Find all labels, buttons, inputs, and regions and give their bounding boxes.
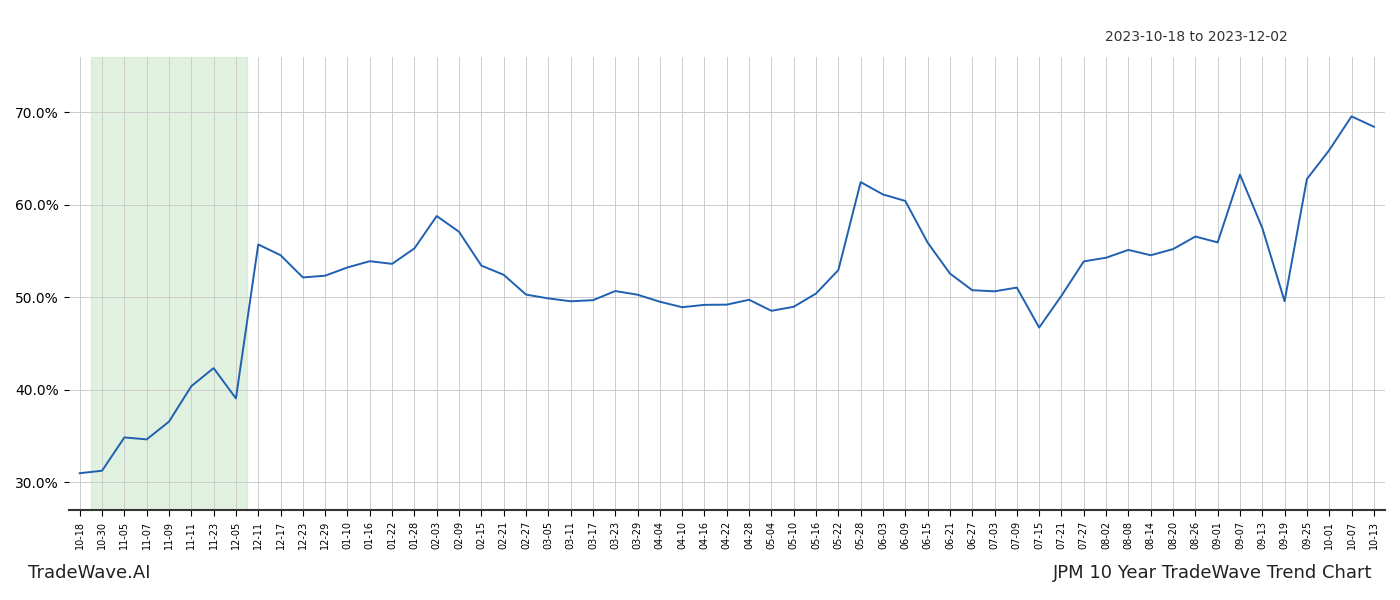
Bar bbox=[91, 57, 246, 510]
Text: 2023-10-18 to 2023-12-02: 2023-10-18 to 2023-12-02 bbox=[1105, 30, 1288, 44]
Text: JPM 10 Year TradeWave Trend Chart: JPM 10 Year TradeWave Trend Chart bbox=[1053, 564, 1372, 582]
Text: TradeWave.AI: TradeWave.AI bbox=[28, 564, 151, 582]
